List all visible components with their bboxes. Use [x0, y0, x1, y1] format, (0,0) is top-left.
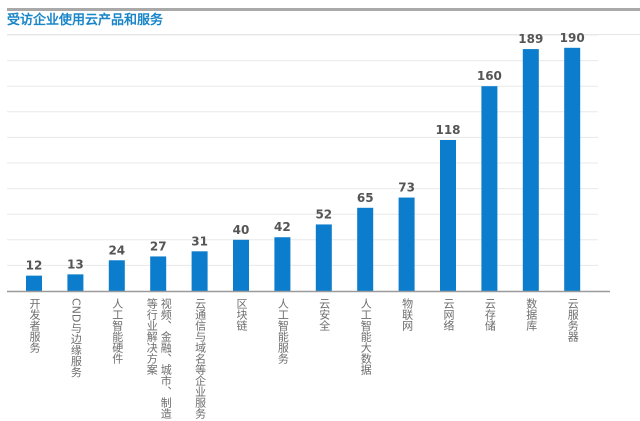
- x-tick-label: 视频、金融、城市、制造等行业解决方案: [145, 298, 173, 419]
- bar: [398, 197, 415, 291]
- bar: [67, 274, 84, 291]
- x-tick-label: 人工智能大数据: [359, 298, 373, 375]
- x-tick-label: 物联网: [400, 298, 414, 331]
- data-label: 31: [191, 234, 208, 248]
- data-label: 190: [560, 31, 585, 45]
- data-label: 27: [150, 239, 167, 253]
- top-rule: [7, 8, 640, 11]
- x-tick-label: 云服务器: [566, 298, 580, 342]
- x-tick-label: 云网络: [442, 298, 455, 331]
- data-label: 65: [357, 191, 374, 205]
- x-tick-label: 人工智能硬件: [110, 298, 124, 364]
- bar: [191, 251, 208, 291]
- x-tick-label: 数据库: [524, 298, 538, 331]
- x-tick-label: 云存储: [483, 298, 497, 331]
- data-label: 52: [315, 207, 332, 221]
- data-label: 160: [477, 69, 502, 83]
- chart-title: 受访企业使用云产品和服务: [7, 13, 164, 28]
- bar: [440, 139, 456, 291]
- bar: [274, 237, 291, 291]
- x-tick-label: 区块链: [235, 298, 248, 331]
- data-label: 24: [108, 243, 125, 257]
- data-label: 40: [233, 223, 250, 237]
- bar: [481, 86, 498, 291]
- bar: [315, 224, 332, 291]
- data-label: 42: [274, 220, 291, 234]
- x-tick-label: 人工智能服务: [276, 298, 290, 364]
- bar: [150, 256, 167, 291]
- bar: [357, 207, 374, 291]
- bar: [233, 239, 249, 291]
- data-label: 73: [398, 181, 415, 195]
- x-tick-label: 开发者服务: [28, 298, 41, 353]
- data-label: 118: [435, 123, 460, 137]
- x-tick-label: CND与边缘服务: [69, 298, 83, 378]
- data-label: 12: [26, 259, 43, 273]
- data-label: 13: [67, 257, 84, 271]
- bar: [564, 47, 581, 291]
- bar: [108, 260, 125, 291]
- x-tick-label: 云安全: [317, 298, 331, 331]
- bar: [26, 275, 42, 291]
- data-label: 189: [518, 32, 543, 46]
- bar: [522, 49, 539, 291]
- x-tick-label: 云通信与域名等企业服务: [193, 298, 207, 419]
